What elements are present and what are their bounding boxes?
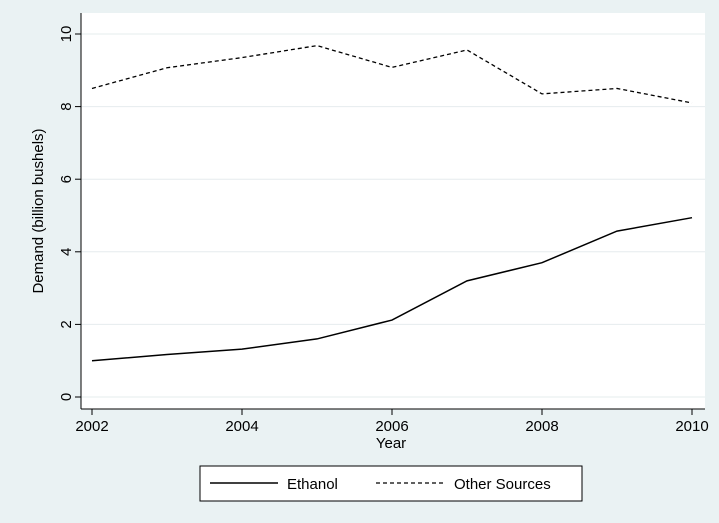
x-tick-label: 2004 (225, 418, 258, 435)
legend-label-other-sources: Other Sources (454, 476, 551, 493)
y-tick-label: 0 (58, 393, 75, 401)
x-tick-label: 2010 (675, 418, 708, 435)
y-tick-label: 6 (58, 175, 75, 183)
y-tick-label: 8 (58, 102, 75, 110)
x-tick-label: 2002 (75, 418, 108, 435)
y-axis-title: Demand (billion bushels) (30, 128, 47, 293)
series-line-ethanol (91, 216, 693, 362)
y-tick-label: 10 (58, 26, 75, 43)
x-axis-title: Year (376, 435, 406, 452)
legend-label-ethanol: Ethanol (287, 476, 338, 493)
x-tick-label: 2008 (525, 418, 558, 435)
grid (81, 33, 705, 398)
y-tick-label: 4 (58, 248, 75, 256)
legend: Ethanol Other Sources (199, 465, 583, 502)
x-ticks: 2002 2004 2006 2008 2010 (75, 409, 709, 435)
series-line-other-sources (91, 44, 693, 104)
y-tick-label: 2 (58, 320, 75, 328)
series-lines (91, 44, 693, 362)
plot-area (81, 13, 705, 409)
x-tick-label: 2006 (375, 418, 408, 435)
y-ticks: 0 2 4 6 8 10 (58, 26, 81, 401)
